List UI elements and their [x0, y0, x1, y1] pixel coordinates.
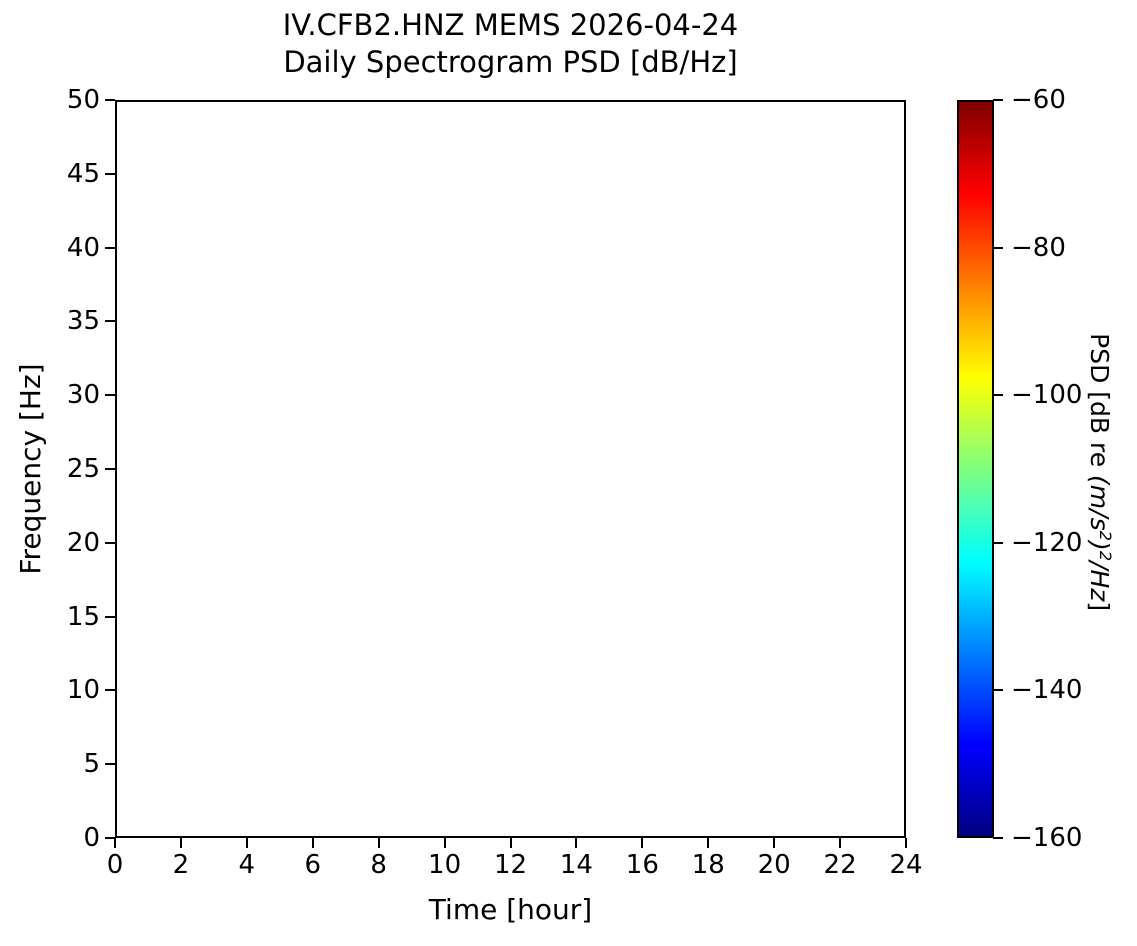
y-axis-tick-label: 40: [66, 232, 100, 263]
x-axis-tick-label: 0: [106, 850, 124, 880]
y-axis-tick: [105, 99, 115, 101]
colorbar-tick: [993, 99, 1003, 101]
y-axis-tick-label: 10: [66, 675, 100, 706]
colorbar-tick: [993, 541, 1003, 544]
y-axis-tick-label: 45: [66, 158, 100, 189]
colorbar-label-math: (m/s: [1084, 475, 1114, 531]
y-axis-tick: [105, 689, 115, 692]
y-axis-tick: [105, 541, 115, 544]
chart-title-line2: Daily Spectrogram PSD [dB/Hz]: [283, 45, 738, 79]
x-axis-label: Time [hour]: [428, 893, 593, 926]
y-axis-tick-label: 0: [83, 823, 100, 853]
colorbar-tick: [993, 689, 1003, 692]
x-axis-tick-label: 16: [625, 850, 659, 880]
colorbar-tick-label: −140: [1011, 675, 1083, 706]
x-axis-tick: [575, 838, 578, 848]
x-axis-tick: [773, 838, 776, 848]
x-axis-tick-label: 8: [370, 850, 387, 880]
x-axis-tick-label: 4: [238, 850, 256, 880]
x-axis-tick-label: 2: [172, 850, 190, 880]
y-axis-tick-label: 25: [66, 454, 100, 484]
y-axis-tick-label: 35: [66, 306, 100, 337]
colorbar-tick: [993, 394, 1003, 397]
x-axis-tick-label: 24: [889, 850, 923, 880]
colorbar-label-math: /Hz: [1084, 561, 1114, 602]
x-axis-tick: [443, 838, 446, 848]
colorbar-tick: [993, 246, 1003, 249]
y-axis-tick: [105, 246, 115, 249]
x-axis-tick: [641, 838, 644, 848]
y-axis-tick: [105, 615, 115, 618]
y-axis-tick-label: 5: [83, 749, 100, 780]
y-axis-tick: [105, 468, 115, 470]
x-axis-tick-label: 14: [559, 850, 593, 880]
x-axis-tick: [311, 838, 314, 848]
chart-title: IV.CFB2.HNZ MEMS 2026-04-24 Daily Spectr…: [115, 7, 906, 81]
x-axis-tick: [839, 838, 842, 848]
y-axis-tick: [105, 320, 115, 323]
x-axis-tick: [509, 838, 512, 848]
plot-area: [115, 100, 906, 838]
colorbar-tick-label: −60: [1011, 85, 1066, 115]
y-axis-tick-label: 15: [66, 601, 100, 632]
colorbar-tick-label: −100: [1011, 380, 1083, 411]
x-axis-tick: [245, 838, 248, 848]
x-axis-tick: [905, 838, 907, 848]
chart-title-line1: IV.CFB2.HNZ MEMS 2026-04-24: [282, 8, 739, 42]
y-axis-tick: [105, 172, 115, 175]
x-axis-tick-label: 18: [691, 850, 725, 880]
x-axis-tick-label: 6: [304, 850, 322, 880]
colorbar-tick: [993, 837, 1003, 839]
x-axis-tick-label: 10: [428, 850, 462, 880]
y-axis-tick-label: 50: [66, 85, 100, 115]
x-axis-tick-label: 20: [757, 850, 791, 880]
colorbar-tick-label: −80: [1011, 232, 1066, 263]
y-axis-tick: [105, 837, 115, 839]
y-axis-tick-label: 20: [66, 527, 100, 558]
y-axis-tick-label: 30: [66, 380, 100, 411]
x-axis-tick: [707, 838, 710, 848]
y-axis-tick: [105, 394, 115, 397]
colorbar-label-text: ]: [1084, 601, 1114, 612]
colorbar-tick-label: −120: [1011, 527, 1083, 558]
x-axis-tick-label: 12: [493, 850, 528, 880]
y-axis-tick: [105, 763, 115, 766]
x-axis-tick-label: 22: [823, 850, 857, 880]
colorbar-gradient: [957, 100, 994, 838]
x-axis-tick: [114, 838, 116, 848]
x-axis-tick: [179, 838, 182, 848]
colorbar-tick-label: −160: [1011, 823, 1083, 853]
colorbar-label: PSD [dB re (m/s2)2/Hz]: [1083, 298, 1121, 646]
x-axis-tick: [377, 838, 380, 848]
